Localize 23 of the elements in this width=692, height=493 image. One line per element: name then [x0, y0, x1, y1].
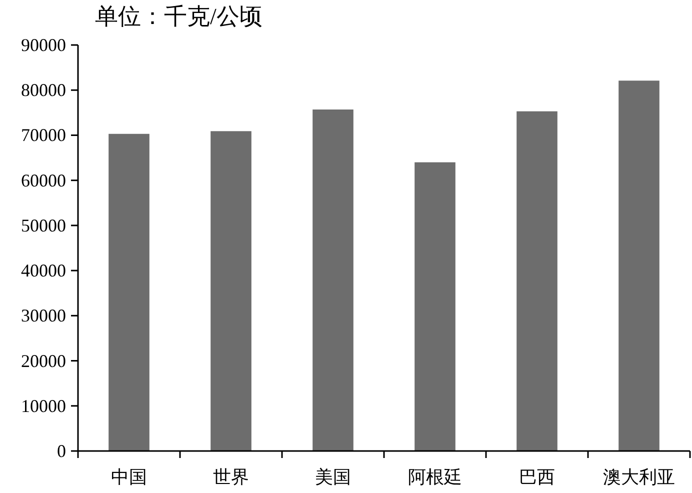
bar [618, 80, 660, 451]
bar [516, 111, 558, 451]
bar [414, 162, 456, 451]
y-tick-label: 70000 [21, 125, 66, 146]
y-tick-label: 20000 [21, 350, 66, 371]
y-tick-label: 50000 [21, 215, 66, 236]
x-tick-label: 阿根廷 [408, 467, 462, 487]
y-tick-label: 90000 [21, 35, 66, 55]
y-tick-label: 30000 [21, 306, 66, 326]
x-tick-label: 世界 [213, 467, 249, 487]
y-tick-label: 40000 [21, 260, 66, 281]
x-tick-label: 中国 [111, 467, 147, 487]
y-axis-title: 单位：千克/公顷 [95, 4, 262, 29]
y-tick-label: 60000 [21, 170, 66, 190]
x-tick-label: 澳大利亚 [603, 467, 675, 487]
bar [312, 110, 354, 451]
x-tick-label: 美国 [315, 467, 351, 487]
bar [210, 131, 252, 451]
y-tick-label: 10000 [21, 396, 66, 416]
x-tick-label: 巴西 [519, 467, 555, 487]
y-tick-label: 80000 [21, 80, 66, 100]
y-tick-label: 0 [57, 441, 66, 461]
bar [108, 134, 150, 451]
